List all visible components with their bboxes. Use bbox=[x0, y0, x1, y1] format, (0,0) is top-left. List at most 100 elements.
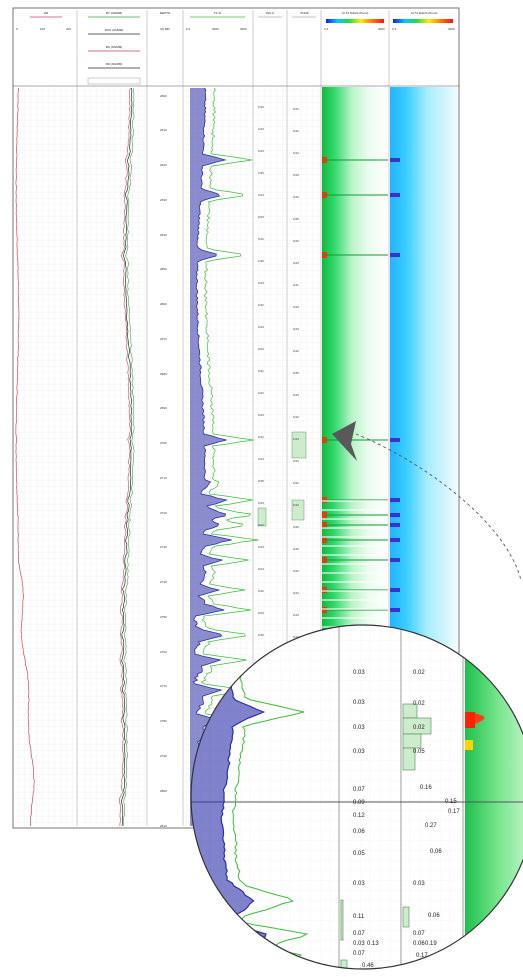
track-resistivity-bg bbox=[80, 87, 145, 827]
phi-box bbox=[291, 431, 307, 459]
zoom-phib-value: 0.15 bbox=[445, 799, 457, 805]
phib-value: 0.02 bbox=[293, 349, 299, 353]
phib-value: 0.01 bbox=[293, 283, 299, 287]
phia-value: 0.03 bbox=[258, 501, 264, 505]
phib-value: 0.04 bbox=[293, 437, 299, 441]
t2-distrib-a-title: ¹H T2 Distrib (Perm) bbox=[341, 11, 369, 15]
zoom-phib-value: 0.17 bbox=[448, 809, 460, 815]
rxo-label: RXO (OHMM) bbox=[104, 28, 124, 32]
phia-value: 0.04 bbox=[258, 325, 264, 329]
heat-white-stripe bbox=[322, 563, 388, 565]
phib-track-title: PHI-B bbox=[300, 11, 309, 15]
heat-band-b bbox=[390, 608, 400, 612]
phib-value: 0.03 bbox=[293, 613, 299, 617]
t2-scale-max: 3000 bbox=[240, 27, 247, 31]
gr-track-title: GR bbox=[43, 11, 49, 15]
phib-value: 0.02 bbox=[293, 129, 299, 133]
rs-label: RS (OHMM) bbox=[105, 45, 123, 49]
zoom-green-curve bbox=[231, 625, 309, 969]
phia-value: 0.04 bbox=[258, 457, 264, 461]
zoom-phia-value: 0.46 bbox=[362, 963, 374, 969]
depth-label: 2810 bbox=[160, 823, 167, 828]
zoom-phia-side-value: 0.13 bbox=[367, 941, 379, 947]
heat-stripe-a bbox=[322, 514, 388, 516]
phib-value: 0.03 bbox=[293, 261, 299, 265]
heat-band-b bbox=[390, 513, 400, 517]
zoom-phia-value: 0.03 bbox=[353, 670, 365, 676]
depth-label: 2650 bbox=[160, 267, 167, 272]
heat-white-stripe bbox=[322, 590, 388, 592]
heat-stripe-a bbox=[322, 524, 388, 526]
heat-white-stripe bbox=[322, 536, 388, 538]
zoom-phib-value: 0.06 bbox=[428, 913, 440, 919]
depth-label: 2740 bbox=[160, 580, 167, 585]
header-swatches bbox=[30, 16, 453, 85]
phia-value: 0.05 bbox=[258, 633, 264, 637]
phib-value: 0.03 bbox=[293, 547, 299, 551]
phia-value: 0.03 bbox=[258, 149, 264, 153]
zoom-phia-value: 0.03 bbox=[353, 881, 365, 887]
zoom-phib-value: 0.27 bbox=[425, 823, 437, 829]
depth-label: 2680 bbox=[160, 371, 167, 376]
phib-value: 0.05 bbox=[293, 525, 299, 529]
zoom-phia-value: 0.03 bbox=[353, 700, 365, 706]
heat-white-stripe bbox=[322, 509, 388, 511]
depth-label: 2710 bbox=[160, 475, 167, 480]
heat-white-stripe bbox=[322, 518, 388, 520]
zoom-phib-value: 0.07 bbox=[413, 931, 425, 937]
t2-distrib-b-scale-min: 0.3 bbox=[392, 27, 397, 31]
zoom-phib-value: 0.16 bbox=[420, 785, 432, 791]
phib-value: 0.02 bbox=[293, 239, 299, 243]
heat-band-b bbox=[390, 558, 400, 562]
heat-white-stripe bbox=[322, 581, 388, 583]
phib-value: 0.03 bbox=[293, 173, 299, 177]
phia-value: 0.05 bbox=[258, 479, 264, 483]
heat-white-stripe bbox=[322, 599, 388, 601]
gr-curve bbox=[15, 88, 35, 827]
zoom-phib-value: 0.03 bbox=[413, 881, 425, 887]
zoom-circle-outline bbox=[190, 624, 523, 970]
phia-value: 0.02 bbox=[258, 303, 264, 307]
depth-label: 2690 bbox=[160, 406, 167, 411]
phib-value: 0.02 bbox=[293, 195, 299, 199]
depth-label: 2720 bbox=[160, 510, 167, 515]
zoom-phia-value: 0.07 bbox=[353, 931, 365, 937]
phi-box bbox=[257, 507, 267, 527]
phia-value: 0.01 bbox=[258, 369, 264, 373]
zoom-phia-value: 0.09 bbox=[353, 800, 365, 806]
zoom-phia-value: 0.11 bbox=[353, 914, 365, 920]
heat-band-b bbox=[390, 438, 400, 442]
phia-value: 0.03 bbox=[258, 281, 264, 285]
phi-boxes bbox=[257, 431, 307, 527]
t2-distrib-a-scale-max: 3000 bbox=[378, 27, 385, 31]
zoom-phi-box bbox=[340, 899, 344, 941]
depth-track-title: DEPTH bbox=[159, 11, 171, 15]
rs-curve bbox=[118, 87, 131, 827]
gr-scale-max: 200 bbox=[66, 27, 72, 31]
t2-curve bbox=[192, 87, 232, 827]
zoom-phib-value: 0.02 bbox=[413, 725, 425, 731]
depth-label: 2640 bbox=[160, 232, 167, 237]
phia-value: 0.02 bbox=[258, 435, 264, 439]
phia-value: 0.02 bbox=[258, 391, 264, 395]
depth-label: 2700 bbox=[160, 441, 167, 446]
zoom-phia-value: 0.03 bbox=[353, 725, 365, 731]
track-gr-bg bbox=[15, 87, 75, 827]
callout-arrow-icon bbox=[332, 421, 357, 461]
phia-value: 0.04 bbox=[258, 193, 264, 197]
phib-value: 0.04 bbox=[293, 151, 299, 155]
phib-value: 0.01 bbox=[293, 107, 299, 111]
phia-value: 0.03 bbox=[258, 413, 264, 417]
phib-value: 0.03 bbox=[293, 393, 299, 397]
t2-blue-fill bbox=[190, 88, 232, 826]
phia-value: 0.02 bbox=[258, 589, 264, 593]
heat-band-b bbox=[390, 253, 400, 257]
phia-value: 0.02 bbox=[258, 237, 264, 241]
depth-label: 2750 bbox=[160, 614, 167, 619]
t2-scale-mid: 3000 bbox=[212, 27, 219, 31]
zoom-phia-value: 0.05 bbox=[353, 851, 365, 857]
heat-stripe-a bbox=[322, 539, 388, 541]
depth-label: 2620 bbox=[160, 163, 167, 168]
phib-value: 0.04 bbox=[293, 305, 299, 309]
heat-white-stripe bbox=[322, 554, 388, 556]
